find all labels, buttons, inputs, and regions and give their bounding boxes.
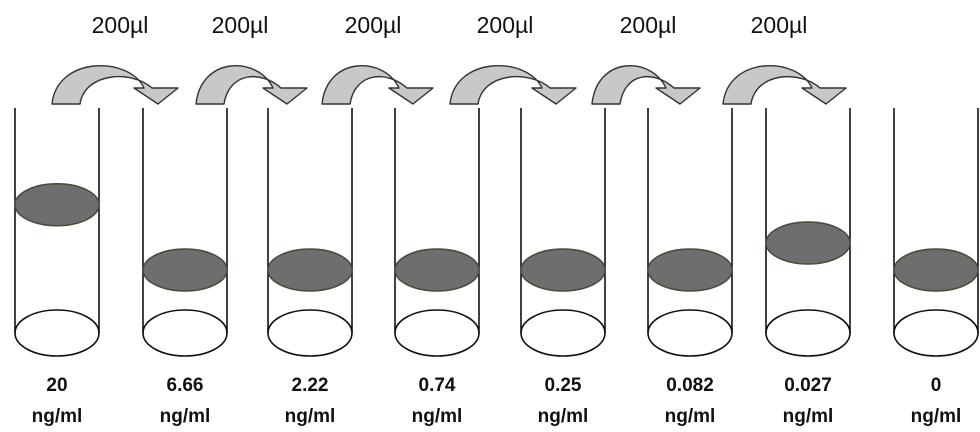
tube-3 (267, 108, 353, 357)
liquid-surface (142, 248, 228, 292)
curved-arrow-icon (591, 65, 701, 105)
transfer-arrow-1: 200µl (51, 12, 179, 105)
concentration-unit: ng/ml (911, 406, 962, 427)
transfer-volume-label: 200µl (620, 12, 677, 38)
curved-arrow-icon (195, 65, 308, 105)
tube-bottom (647, 309, 733, 357)
curved-arrow-icon (449, 65, 577, 105)
liquid-surface (394, 248, 480, 292)
tube-6 (647, 108, 733, 357)
concentration-unit: ng/ml (32, 406, 83, 427)
concentration-unit: ng/ml (285, 406, 336, 427)
tube-bottom (765, 309, 851, 357)
tube-bottom (267, 309, 353, 357)
tube-bottom (893, 309, 979, 357)
tube-2 (142, 108, 228, 357)
curved-arrow-icon (722, 65, 847, 105)
transfer-volume-label: 200µl (477, 12, 534, 38)
concentration-value: 0 (931, 375, 942, 396)
liquid-surface (893, 248, 979, 292)
concentration-unit: ng/ml (665, 406, 716, 427)
tube-bottom (520, 309, 606, 357)
transfer-volume-label: 200µl (751, 12, 808, 38)
concentration-unit: ng/ml (412, 406, 463, 427)
tube-bottom (142, 309, 228, 357)
concentration-unit: ng/ml (160, 406, 211, 427)
transfer-volume-label: 200µl (345, 12, 402, 38)
transfer-arrow-5: 200µl (591, 12, 701, 105)
transfer-arrow-6: 200µl (722, 12, 847, 105)
concentration-value: 6.66 (167, 375, 204, 396)
tube-5 (520, 108, 606, 357)
liquid-surface (765, 221, 851, 265)
concentration-value: 0.74 (419, 375, 456, 396)
tube-7 (765, 108, 851, 357)
tube-4 (394, 108, 480, 357)
liquid-surface (14, 183, 100, 227)
liquid-surface (647, 248, 733, 292)
concentration-value: 0.082 (666, 375, 714, 396)
tube-1 (14, 108, 100, 357)
concentration-value: 20 (46, 375, 67, 396)
transfer-volume-label: 200µl (212, 12, 269, 38)
concentration-value: 2.22 (292, 375, 329, 396)
concentration-unit: ng/ml (783, 406, 834, 427)
curved-arrow-icon (321, 65, 434, 105)
tube-bottom (14, 309, 100, 357)
transfer-arrow-3: 200µl (321, 12, 434, 105)
transfer-arrow-2: 200µl (195, 12, 308, 105)
concentration-value: 0.25 (545, 375, 582, 396)
tube-bottom (394, 309, 480, 357)
tube-8 (893, 108, 979, 357)
concentration-unit: ng/ml (538, 406, 589, 427)
liquid-surface (267, 248, 353, 292)
liquid-surface (520, 248, 606, 292)
transfer-volume-label: 200µl (92, 12, 149, 38)
transfer-arrow-4: 200µl (449, 12, 577, 105)
curved-arrow-icon (51, 65, 179, 105)
concentration-value: 0.027 (784, 375, 832, 396)
